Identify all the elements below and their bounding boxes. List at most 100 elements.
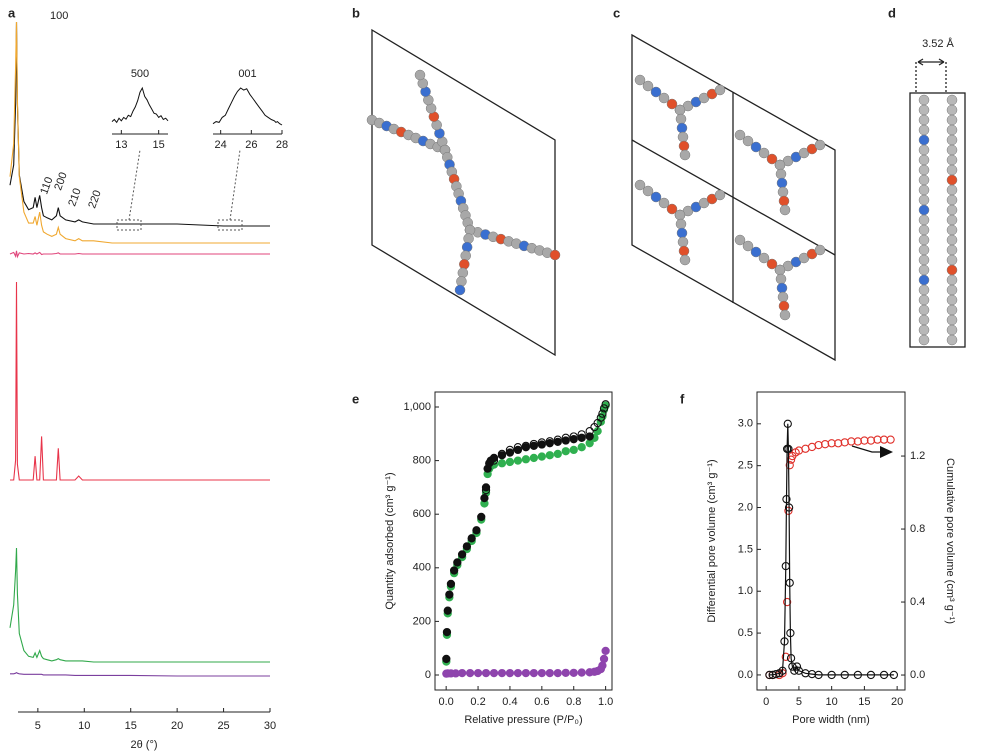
data-point <box>873 435 882 444</box>
data-point <box>785 461 794 470</box>
panel-label: f <box>680 391 685 406</box>
data-point <box>465 668 475 678</box>
atom <box>918 144 930 156</box>
xrd-trace <box>9 250 270 259</box>
inset-trace <box>111 86 169 124</box>
atom <box>946 164 958 176</box>
inset-title: 500 <box>131 68 149 80</box>
atom <box>650 86 662 98</box>
data-point <box>480 493 489 503</box>
data-point <box>489 668 499 678</box>
data-point <box>853 437 862 446</box>
data-point <box>569 668 578 677</box>
atom <box>549 249 561 261</box>
atom <box>946 334 958 346</box>
x-tick-label: 15 <box>858 696 870 708</box>
atom <box>779 309 791 321</box>
atom <box>918 254 930 266</box>
atom <box>946 184 958 196</box>
data-point <box>513 668 523 678</box>
data-point <box>784 444 793 454</box>
atom <box>775 168 787 180</box>
data-point <box>598 409 607 418</box>
atom <box>946 94 958 106</box>
peak-label: 200 <box>52 171 70 192</box>
data-point <box>521 668 531 678</box>
atom <box>459 259 470 270</box>
data-point <box>561 436 570 445</box>
x-tick-label: 0.2 <box>470 696 485 708</box>
x-tick-label: 20 <box>171 720 183 732</box>
atom <box>918 294 930 306</box>
data-point <box>778 666 787 675</box>
data-point <box>814 670 823 680</box>
atom <box>946 214 958 226</box>
atom <box>946 284 958 296</box>
atom <box>650 191 662 203</box>
y-tick-label: 0 <box>425 669 431 681</box>
x-tick-label: 20 <box>891 696 903 708</box>
data-point <box>529 453 539 463</box>
peak-label: 220 <box>86 189 104 210</box>
data-point <box>497 449 507 459</box>
data-point <box>545 437 554 446</box>
atom <box>946 264 958 276</box>
data-point <box>786 654 796 663</box>
atom <box>776 282 788 294</box>
atom <box>666 98 678 110</box>
atom <box>918 134 930 146</box>
data-point <box>449 566 459 575</box>
data-point <box>847 437 856 446</box>
data-point <box>782 597 792 607</box>
data-point <box>477 512 486 522</box>
data-point <box>784 503 794 512</box>
y-tick-label: 1,000 <box>403 401 431 413</box>
atom <box>918 324 930 336</box>
data-point <box>537 438 546 447</box>
x-tick-label: 5 <box>35 720 41 732</box>
data-point <box>879 670 889 680</box>
atom <box>946 204 958 216</box>
atom <box>414 69 426 81</box>
atom <box>642 185 654 197</box>
data-point <box>827 670 836 680</box>
y-tick-label: 600 <box>413 508 431 520</box>
data-point <box>792 662 802 671</box>
data-point <box>513 443 523 452</box>
atom <box>750 141 762 153</box>
data-point <box>457 550 467 559</box>
data-point <box>481 485 491 495</box>
panel-label: b <box>352 5 360 20</box>
data-point <box>481 668 491 678</box>
atom <box>946 304 958 316</box>
data-point <box>598 661 607 670</box>
inset-trace <box>212 87 283 126</box>
panel-label: e <box>352 391 359 406</box>
x-tick-label: 0.0 <box>439 696 454 708</box>
x-axis-label: 2θ (°) <box>130 739 157 751</box>
atom <box>766 258 778 270</box>
data-point <box>801 669 810 678</box>
atom <box>456 276 467 287</box>
data-point <box>545 451 554 460</box>
panel-label: c <box>613 5 620 20</box>
data-point <box>577 430 586 439</box>
data-point <box>569 435 578 444</box>
data-point <box>771 669 781 679</box>
y2-tick-label: 1.2 <box>910 450 925 462</box>
atom <box>946 134 958 146</box>
atom <box>946 324 958 336</box>
data-point <box>489 456 499 465</box>
atom <box>676 227 688 239</box>
data-point <box>780 637 789 646</box>
peak-label: 100 <box>50 10 68 22</box>
x-tick-label: 24 <box>215 139 227 151</box>
data-point <box>553 435 562 444</box>
atom <box>714 84 726 96</box>
atom <box>918 224 930 236</box>
atom <box>946 124 958 136</box>
atom <box>946 274 958 286</box>
data-point <box>489 453 499 463</box>
plot-frame <box>756 391 906 691</box>
y-tick-label: 1.5 <box>738 543 753 555</box>
